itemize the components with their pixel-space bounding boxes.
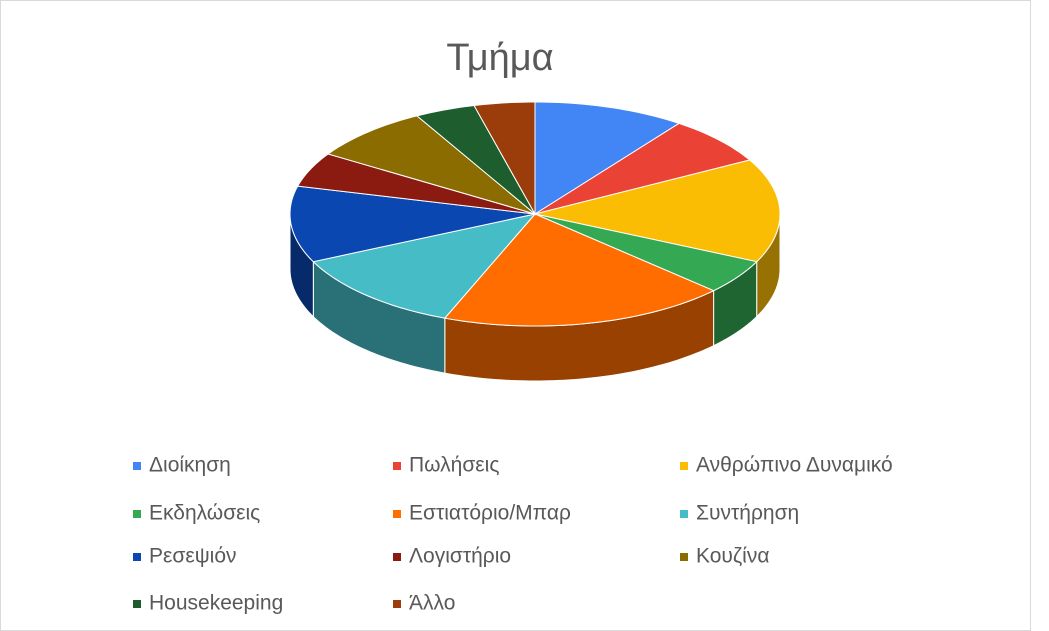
legend: Διοίκηση Πωλήσεις Ανθρώπινο Δυναμικό Εκδηλώ… [133,454,893,615]
legend-swatch [680,462,688,470]
legend-swatch [393,600,401,608]
legend-swatch [133,600,141,608]
slice [534,213,758,292]
slice [312,213,537,319]
legend-label: Πωλήσεις [409,454,499,477]
legend-label: Λογιστήριο [409,545,511,568]
pie [289,101,781,382]
legend-label: Διοίκηση [149,454,231,477]
slice [327,115,536,215]
legend-swatch [133,553,141,561]
legend-swatch [393,510,401,518]
slice [534,159,781,263]
legend-swatch [680,553,688,561]
slice [534,122,751,215]
slice [296,153,536,215]
slice [473,101,536,216]
legend-label: Εκδηλώσεις [149,502,260,525]
legend-label: Κουζίνα [696,545,769,568]
chart-title: Τμήμα [446,37,553,79]
legend-label: Ρεσεψιόν [149,545,237,568]
legend-label: Housekeeping [149,592,283,615]
slice [443,213,715,327]
slice [534,101,681,215]
legend-swatch [133,462,141,470]
legend-swatch [680,510,688,518]
legend-swatch [133,510,141,518]
slice [415,104,536,215]
legend-label: Ανθρώπινο Δυναμικό [696,454,893,477]
legend-label: Εστιατόριο/Μπαρ [409,502,571,525]
legend-swatch [393,553,401,561]
legend-label: Άλλο [409,592,455,615]
legend-label: Συντήρηση [696,502,799,525]
legend-swatch [393,462,401,470]
slice [289,185,536,263]
